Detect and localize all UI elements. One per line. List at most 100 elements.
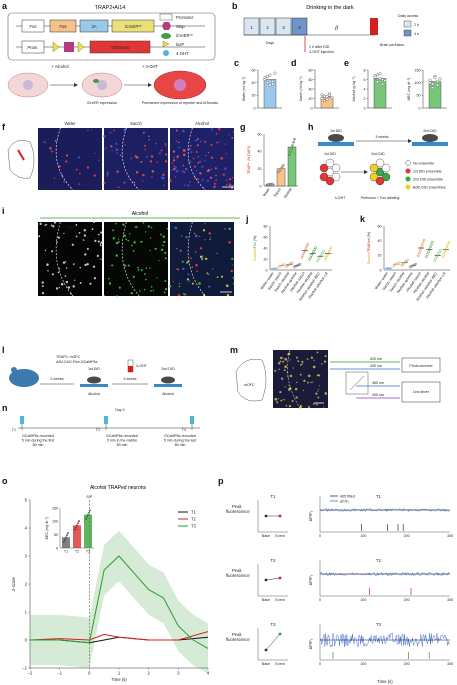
cell-dot	[115, 222, 117, 225]
cell-dot	[195, 263, 198, 267]
bar	[428, 81, 442, 109]
cell-dot	[140, 269, 143, 272]
cell-dot	[184, 167, 188, 171]
inset-tick: 0	[56, 546, 58, 550]
bar	[373, 78, 387, 109]
cell-dot	[231, 257, 234, 260]
y-tick-label: 0	[25, 638, 28, 643]
cell-dot	[64, 275, 67, 277]
cell-dot	[83, 229, 86, 232]
y-tick-label: 60	[309, 78, 313, 82]
cell-dot	[224, 143, 226, 145]
data-point	[428, 248, 431, 251]
loxp-icon	[52, 41, 60, 53]
gcamp-cell	[278, 368, 280, 371]
legend-label: T3	[191, 524, 197, 529]
data-point	[301, 254, 305, 257]
wl-525: 525 nm	[370, 357, 382, 361]
y-tick-label: 6	[364, 78, 366, 82]
cell-dot	[67, 286, 71, 289]
did1-cell	[325, 158, 335, 168]
data-point	[291, 144, 294, 147]
cell-dot	[58, 268, 61, 270]
gcamp-cell	[315, 403, 318, 406]
cell-dot	[129, 233, 131, 235]
legend-2nd: 2nd DID ensemble	[413, 178, 443, 182]
cell-dot	[177, 293, 181, 297]
panel-letter-k: k	[360, 214, 366, 224]
cell-dot	[112, 229, 114, 232]
weeks-arrow-head	[408, 139, 412, 143]
arrow-1-head	[74, 83, 78, 87]
inset-point	[75, 526, 77, 529]
p-base-point	[264, 514, 268, 518]
cell-dot	[116, 170, 119, 173]
cell-dot	[162, 244, 164, 247]
boundary-line	[121, 221, 140, 297]
y-tick-label: 0	[380, 268, 382, 272]
cell-dot	[218, 141, 220, 143]
mouse-l	[9, 369, 39, 387]
cell-dot	[91, 228, 94, 231]
cell-dot	[140, 160, 143, 163]
cell-dot	[204, 222, 206, 225]
cell-dot	[168, 285, 172, 288]
did2-cell	[375, 158, 385, 168]
i-title: TRAP	[65, 226, 75, 230]
gcamp-cell	[294, 387, 298, 391]
cell-dot	[173, 165, 175, 167]
cell-dot	[117, 240, 120, 243]
cell-dot	[41, 281, 44, 284]
legend-promoter-swatch	[159, 13, 173, 21]
legend-loxp-swatch	[162, 40, 170, 48]
trace-x-tick: 100	[360, 662, 366, 666]
p-row-title: T1	[271, 494, 277, 499]
cell-dot	[164, 251, 167, 254]
data-point	[438, 250, 441, 254]
gcamp-cell	[279, 360, 282, 363]
cell-dot	[139, 290, 141, 292]
cell-dot	[210, 168, 213, 171]
y-tick-label: 60	[264, 235, 268, 239]
trace-x-tick: 200	[404, 662, 410, 666]
legend-4h: 4 h	[414, 32, 419, 36]
cell-dot	[53, 221, 57, 224]
inset-point	[63, 540, 65, 543]
cell-dot	[135, 171, 139, 174]
data-point	[322, 250, 325, 253]
cell-dot	[163, 240, 166, 244]
y-axis-label: Double/TRAPed (%)	[367, 232, 371, 265]
legend-label: T2	[191, 517, 197, 522]
cell-dot	[209, 238, 211, 241]
gcamp-cell	[303, 379, 306, 383]
gcamp-cell	[306, 358, 309, 360]
cell-dot	[113, 129, 115, 132]
data-point	[306, 242, 310, 246]
cell-dot	[188, 280, 191, 282]
l-weeks1: 3 weeks	[50, 377, 63, 381]
legend-4oht-swatch	[163, 50, 169, 56]
inset-tick: 100	[52, 520, 58, 524]
cell-dot	[171, 162, 173, 164]
cell-dot	[214, 167, 217, 170]
cell-dot	[145, 267, 148, 270]
data-point	[298, 262, 302, 266]
f-legend-dapi: DAPI	[40, 186, 48, 190]
cell-dot	[173, 168, 176, 171]
cell-dot	[77, 156, 81, 159]
cell-dot	[207, 152, 210, 154]
cell-dot	[187, 184, 190, 187]
did2-cell	[381, 172, 391, 182]
cell-dot	[147, 135, 150, 138]
cell-dot	[182, 149, 186, 152]
weeks-label: 3 weeks	[375, 135, 388, 139]
cell-dot	[162, 173, 165, 177]
cell-dot	[175, 129, 178, 132]
cell-dot	[87, 129, 89, 132]
i-title: Fos	[133, 226, 139, 230]
cell-dot	[144, 149, 146, 151]
cell-dot	[222, 173, 225, 176]
cell-dot	[216, 276, 219, 279]
did1-cell	[331, 163, 341, 173]
